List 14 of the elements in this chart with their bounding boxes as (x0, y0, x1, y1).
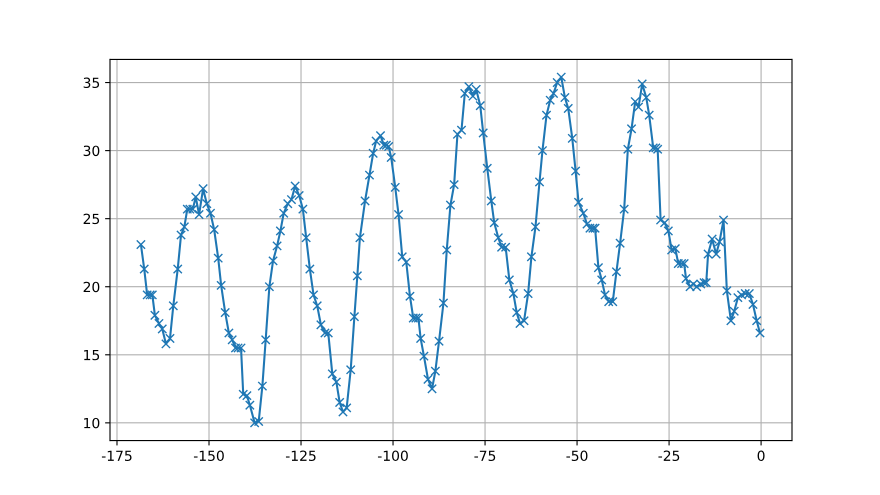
y-tick-label: 15 (84, 350, 100, 360)
x-tick-label: -175 (102, 450, 132, 462)
y-tick-label: 30 (84, 146, 100, 156)
y-tick-label: 10 (84, 418, 100, 428)
x-tick-label: -100 (378, 450, 408, 462)
x-tick-label: -25 (658, 450, 680, 462)
y-tick-label: 35 (84, 78, 100, 88)
x-tick-label: -150 (194, 450, 224, 462)
x-tick-label: -125 (286, 450, 316, 462)
y-tick-label: 25 (84, 214, 100, 224)
x-tick-label: -50 (566, 450, 588, 462)
x-tick-label: -75 (474, 450, 496, 462)
y-tick-label: 20 (84, 282, 100, 292)
x-tick-label: 0 (758, 450, 765, 462)
